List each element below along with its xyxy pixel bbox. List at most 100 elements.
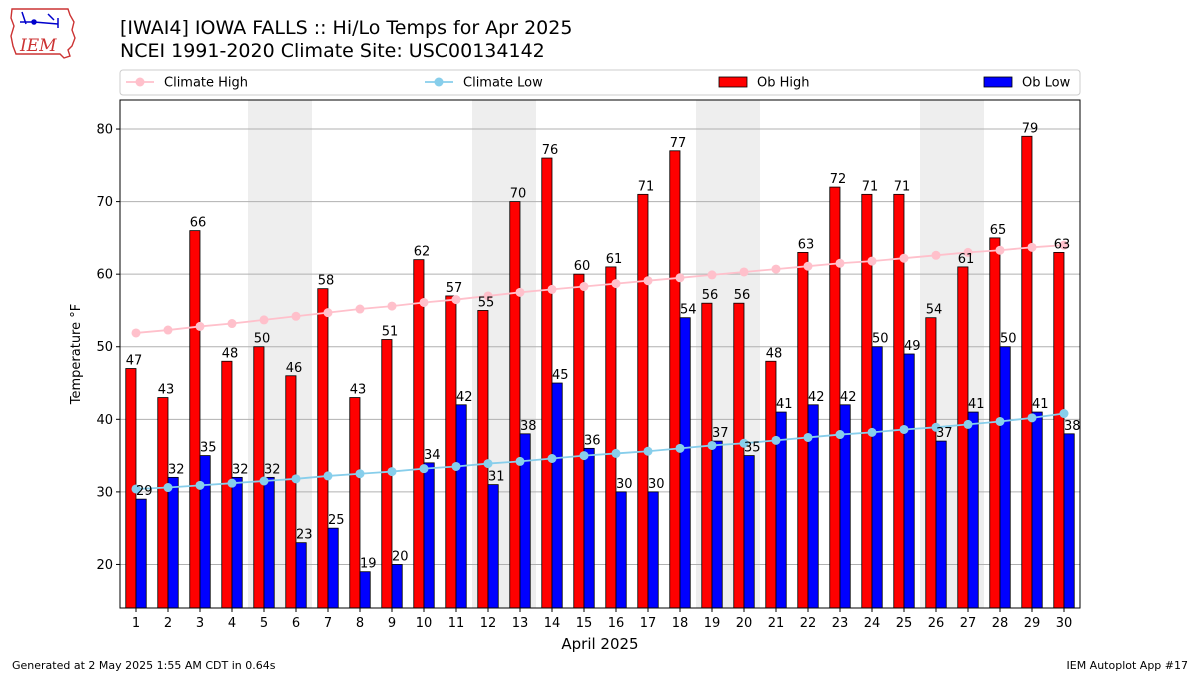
app-credit: IEM Autoplot App #17 (1066, 659, 1189, 672)
ob-low-bar (1063, 433, 1075, 609)
climate-low-point (387, 467, 397, 477)
ob-low-bar (615, 491, 627, 609)
legend: Climate High Climate Low Ob High Ob Low (119, 69, 1081, 96)
ob-low-value-label: 20 (392, 549, 409, 564)
climate-high-point (707, 270, 717, 280)
ob-low-bar (999, 346, 1011, 609)
ob-high-value-label: 70 (510, 187, 527, 202)
climate-high-point (451, 295, 461, 305)
climate-low-point (931, 422, 941, 432)
x-tick-label: 11 (448, 616, 465, 631)
climate-high-point (963, 247, 973, 257)
climate-high-point (643, 276, 653, 286)
climate-high-point (803, 261, 813, 271)
ob-low-bar (167, 476, 179, 609)
ob-high-bar (349, 397, 361, 609)
climate-low-point (483, 459, 493, 469)
x-tick-label: 5 (260, 616, 268, 631)
ob-low-bar (455, 404, 467, 609)
climate-low-point (515, 456, 525, 466)
ob-high-bar (669, 150, 681, 609)
y-tick-label: 60 (96, 268, 113, 283)
bar-layer (125, 135, 1075, 609)
climate-low-point (611, 448, 621, 458)
ob-high-value-label: 79 (1022, 121, 1039, 136)
climate-high-point (291, 311, 301, 321)
x-tick-label: 29 (1024, 616, 1041, 631)
climate-low-point (259, 476, 269, 486)
ob-low-bar (967, 411, 979, 609)
x-tick-label: 22 (800, 616, 817, 631)
ob-high-value-label: 77 (670, 136, 687, 151)
ob-high-value-label: 58 (318, 274, 335, 289)
ob-high-bar (829, 186, 841, 609)
climate-low-point (323, 471, 333, 481)
ob-low-bar (903, 353, 915, 609)
ob-low-value-label: 34 (424, 448, 441, 463)
climate-low-point (899, 424, 909, 434)
ob-high-bar (797, 251, 809, 609)
ob-low-bar (359, 571, 371, 609)
ob-low-value-label: 30 (616, 477, 633, 492)
climate-low-point (227, 478, 237, 488)
climate-low-point (771, 435, 781, 445)
ob-high-value-label: 63 (798, 237, 815, 252)
x-tick-label: 8 (356, 616, 364, 631)
x-tick-label: 1 (132, 616, 140, 631)
climate-high-point (771, 264, 781, 274)
climate-high-point (419, 297, 429, 307)
climate-low-point (739, 438, 749, 448)
ob-low-value-label: 42 (456, 390, 473, 405)
climate-high-point (355, 304, 365, 314)
ob-high-bar (637, 193, 649, 609)
iem-logo: IEM (10, 8, 76, 59)
ob-low-legend-label: Ob Low (1022, 76, 1071, 91)
climate-high-point (483, 291, 493, 301)
x-tick-label: 24 (864, 616, 881, 631)
climate-high-legend-marker (135, 77, 145, 87)
ob-high-legend-label: Ob High (757, 76, 810, 91)
ob-high-value-label: 66 (190, 216, 207, 231)
ob-low-bar (1031, 411, 1043, 609)
climate-low-point (419, 464, 429, 474)
chart-subtitle: NCEI 1991-2020 Climate Site: USC00134142 (120, 40, 545, 62)
x-tick-label: 19 (704, 616, 721, 631)
x-tick-label: 14 (544, 616, 561, 631)
ob-high-value-label: 76 (542, 143, 559, 158)
plot-frame (119, 99, 1081, 609)
ob-low-bar (327, 527, 339, 609)
climate-high-point (1059, 240, 1069, 250)
ob-low-value-label: 37 (712, 426, 729, 441)
chart-title: [IWAI4] IOWA FALLS :: Hi/Lo Temps for Ap… (120, 17, 573, 39)
climate-low-point (195, 480, 205, 490)
ob-low-value-label: 35 (744, 441, 761, 456)
ob-low-bar (391, 564, 403, 609)
ob-high-value-label: 71 (862, 179, 879, 194)
climate-high-point (515, 287, 525, 297)
x-tick-label: 13 (512, 616, 529, 631)
y-tick-label: 50 (96, 340, 113, 355)
legend-frame (119, 69, 1081, 96)
climate-low-point (643, 446, 653, 456)
ob-high-value-label: 60 (574, 259, 591, 274)
climate-low-point (995, 416, 1005, 426)
climate-low-point (803, 432, 813, 442)
x-tick-label: 27 (960, 616, 977, 631)
ob-low-legend-swatch (983, 76, 1013, 88)
ob-high-bar (413, 259, 425, 609)
ob-high-bar (861, 193, 873, 609)
ob-high-bar (1021, 135, 1033, 609)
ob-high-value-label: 54 (926, 303, 943, 318)
ob-high-value-label: 65 (990, 223, 1007, 238)
ob-low-value-label: 38 (1064, 419, 1081, 434)
x-tick-label: 7 (324, 616, 332, 631)
x-axis-label: April 2025 (561, 635, 638, 653)
ob-high-value-label: 56 (734, 288, 751, 303)
y-tick-label: 80 (96, 123, 113, 138)
climate-low-point (547, 454, 557, 464)
ob-low-value-label: 32 (232, 462, 249, 477)
ob-high-bar (765, 360, 777, 609)
ob-low-value-label: 45 (552, 368, 569, 383)
ob-low-value-label: 50 (872, 332, 889, 347)
ob-high-bar (285, 375, 297, 609)
